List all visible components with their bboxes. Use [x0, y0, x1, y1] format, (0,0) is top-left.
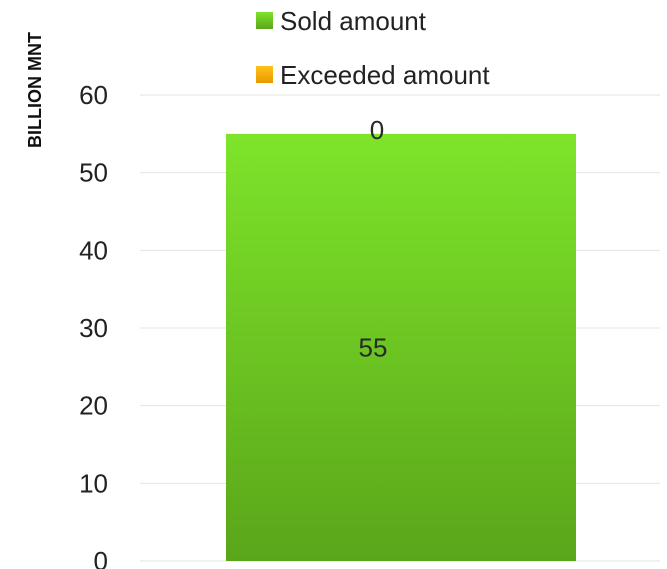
y-tick-label: 10 — [79, 468, 108, 498]
y-tick-label: 0 — [94, 546, 108, 569]
y-tick-label: 20 — [79, 391, 108, 421]
y-axis: 0 10 20 30 40 50 60 — [79, 80, 108, 569]
legend-swatch-exceeded-amount — [256, 66, 273, 83]
data-label-sold-amount: 55 — [359, 332, 388, 362]
data-label-exceeded-amount: 0 — [370, 115, 384, 145]
legend-swatch-sold-amount — [256, 12, 273, 29]
bar-sold-amount — [226, 133, 576, 562]
y-tick-label: 60 — [79, 80, 108, 110]
data-labels: 55 0 — [359, 115, 388, 363]
legend: Sold amount Exceeded amount — [256, 6, 490, 90]
legend-label-exceeded-amount: Exceeded amount — [280, 60, 490, 90]
y-tick-label: 50 — [79, 158, 108, 188]
legend-label-sold-amount: Sold amount — [280, 6, 427, 36]
bars — [226, 133, 576, 562]
y-tick-label: 30 — [79, 313, 108, 343]
y-axis-title: BILLION MNT — [25, 32, 45, 148]
y-tick-label: 40 — [79, 235, 108, 265]
